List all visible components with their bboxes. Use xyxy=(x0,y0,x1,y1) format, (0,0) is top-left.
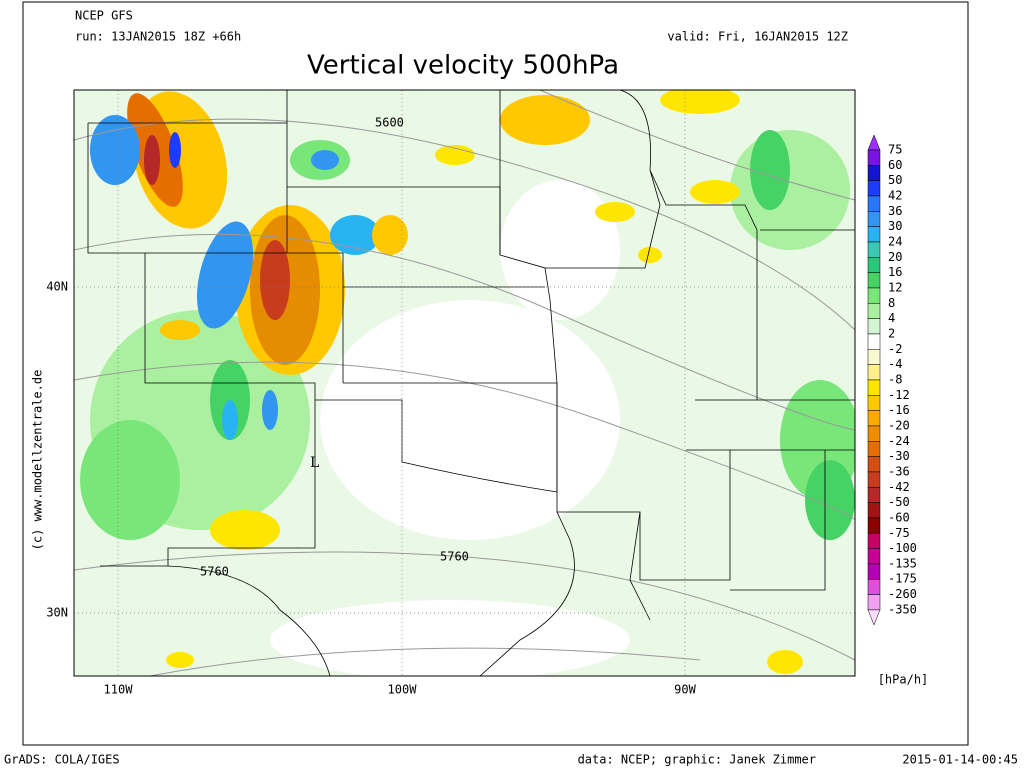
colorbar-label: 4 xyxy=(888,311,895,325)
colorbar-swatch xyxy=(867,165,881,181)
colorbar-label: 75 xyxy=(888,143,902,157)
colorbar-swatch xyxy=(867,257,881,273)
colorbar-swatch xyxy=(867,195,881,212)
colorbar-swatch xyxy=(867,425,881,442)
colorbar-label: -4 xyxy=(888,357,902,371)
frame xyxy=(22,1,969,746)
colorbar: 75605042363024201612842-2-4-8-12-16-20-2… xyxy=(867,134,917,626)
borders xyxy=(87,90,855,676)
colorbar-swatch xyxy=(867,502,881,519)
colorbar-label: -350 xyxy=(888,602,917,616)
colorbar-swatch xyxy=(867,318,881,335)
colorbar-label: -260 xyxy=(888,587,917,601)
colorbar-label: -24 xyxy=(888,434,910,448)
colorbar-label: -12 xyxy=(888,388,910,402)
colorbar-label: -8 xyxy=(888,372,902,386)
colorbar-swatch xyxy=(867,241,881,258)
colorbar-label: 50 xyxy=(888,173,902,187)
colorbar-label: -100 xyxy=(888,541,917,555)
colorbar-swatch xyxy=(867,471,881,488)
colorbar-swatch xyxy=(867,287,881,304)
model: NCEP GFS xyxy=(75,9,133,23)
unit: [hPa/h] xyxy=(878,673,929,687)
colorbar-swatch xyxy=(867,211,881,227)
colorbar-label: -50 xyxy=(888,495,910,509)
colorbar-label: -30 xyxy=(888,449,910,463)
colorbar-swatch xyxy=(867,517,881,534)
colorbar-label: -36 xyxy=(888,464,910,478)
footer-software: GrADS: COLA/IGES xyxy=(4,753,120,767)
colorbar-swatch xyxy=(867,441,881,457)
colorbar-swatch xyxy=(867,395,881,411)
colorbar-swatch xyxy=(867,410,881,427)
lon-label: 110W xyxy=(104,683,134,697)
map: 5600 5760 5760 L 40N 30N 110W 100W 90W (… xyxy=(31,89,856,697)
footer-source: data: NCEP; graphic: Janek Zimmer xyxy=(578,753,816,767)
valid: valid: Fri, 16JAN2015 12Z xyxy=(667,30,848,44)
colorbar-swatch xyxy=(867,349,881,365)
title: Vertical velocity 500hPa xyxy=(307,51,619,81)
colorbar-swatch xyxy=(867,487,881,503)
colorbar-swatch xyxy=(867,149,881,166)
colorbar-label: 36 xyxy=(888,204,902,218)
colorbar-label: 8 xyxy=(888,296,895,310)
field xyxy=(80,90,855,676)
lat-label: 40N xyxy=(46,280,68,294)
colorbar-label: -60 xyxy=(888,510,910,524)
colorbar-label: -175 xyxy=(888,572,917,586)
colorbar-swatch xyxy=(867,379,881,396)
colorbar-swatch xyxy=(867,333,881,350)
colorbar-swatch xyxy=(867,303,881,319)
colorbar-arrow xyxy=(867,609,881,626)
colorbar-label: 16 xyxy=(888,265,902,279)
colorbar-label: 24 xyxy=(888,234,902,248)
colorbar-label: -16 xyxy=(888,403,910,417)
contour-label: 5760 xyxy=(200,565,229,579)
contours xyxy=(74,90,855,676)
colorbar-label: -20 xyxy=(888,418,910,432)
colorbar-swatch xyxy=(867,180,881,197)
colorbar-arrow xyxy=(867,134,881,151)
colorbar-label: 2 xyxy=(888,326,895,340)
colorbar-label: -2 xyxy=(888,342,902,356)
colorbar-label: 42 xyxy=(888,188,902,202)
colorbar-swatch xyxy=(867,456,881,473)
colorbar-swatch xyxy=(867,272,881,289)
colorbar-swatch xyxy=(867,364,881,381)
colorbar-label: 60 xyxy=(888,158,902,172)
map-border xyxy=(73,89,856,677)
contour-label: 5760 xyxy=(440,550,469,564)
credit: (c) www.modellzentrale.de xyxy=(31,370,45,551)
low-marker: L xyxy=(310,455,319,471)
contour-label: 5600 xyxy=(375,116,404,130)
colorbar-swatch xyxy=(867,226,881,243)
colorbar-label: -42 xyxy=(888,480,910,494)
colorbar-swatch xyxy=(867,548,881,565)
lon-label: 100W xyxy=(388,683,418,697)
colorbar-swatch xyxy=(867,594,881,611)
colorbar-swatch xyxy=(867,563,881,580)
footer-time: 2015-01-14-00:45 xyxy=(902,753,1018,767)
colorbar-label: -135 xyxy=(888,556,917,570)
colorbar-label: 12 xyxy=(888,280,902,294)
lat-label: 30N xyxy=(46,606,68,620)
colorbar-label: -75 xyxy=(888,526,910,540)
colorbar-swatch xyxy=(867,578,881,595)
colorbar-label: 30 xyxy=(888,219,902,233)
lon-label: 90W xyxy=(674,683,696,697)
colorbar-label: 20 xyxy=(888,250,902,264)
run: run: 13JAN2015 18Z +66h xyxy=(75,30,241,44)
colorbar-swatch xyxy=(867,533,881,549)
